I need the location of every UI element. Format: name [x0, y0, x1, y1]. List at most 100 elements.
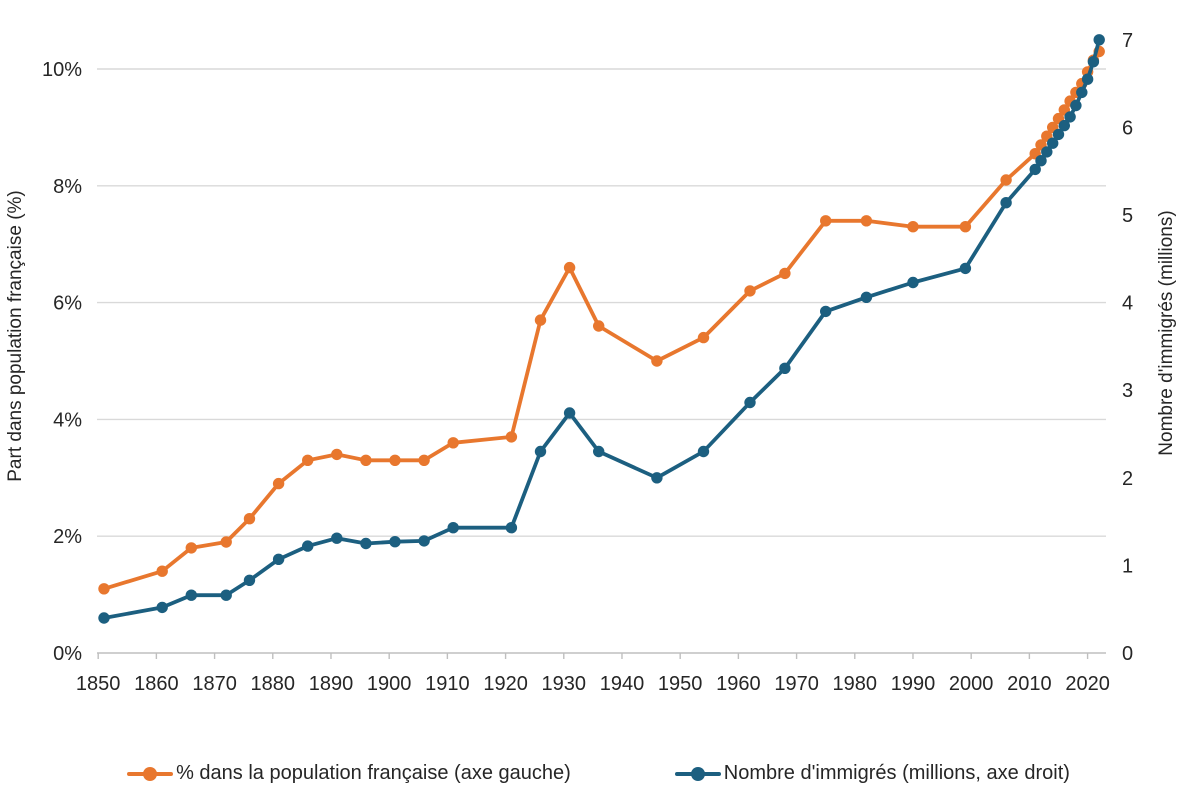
count-series-point: [220, 589, 232, 601]
x-axis-tick-label: 2000: [949, 673, 994, 695]
pct-series-point: [302, 454, 314, 466]
x-axis-tick-label: 2020: [1065, 673, 1110, 695]
pct-series-dot-icon: [143, 766, 158, 781]
count-series-point: [331, 532, 343, 544]
pct-series-point: [360, 454, 372, 466]
pct-series-point: [959, 221, 972, 233]
pct-series-point: [697, 331, 710, 344]
legend-item-pct-population: % dans la population française (axe gauc…: [127, 762, 571, 785]
count-series: [98, 34, 1105, 624]
x-axis-tick-label: 1980: [833, 673, 878, 695]
count-series-point: [1064, 111, 1076, 123]
right-axis-tick-label: 3: [1122, 380, 1133, 402]
count-series-line-marker-icon: [674, 766, 721, 781]
legend-label-nombre-immigres: Nombre d'immigrés (millions, axe droit): [723, 762, 1070, 784]
x-axis-tick-label: 1970: [774, 673, 819, 695]
x-axis-tick-label: 1960: [716, 673, 761, 695]
pct-series: [98, 45, 1105, 595]
count-series-point: [302, 540, 314, 552]
chart-legend: % dans la population française (axe gauc…: [0, 762, 1197, 785]
left-axis-title: Part dans population française (%): [5, 190, 26, 482]
x-axis-tick-label: 1930: [542, 673, 587, 695]
count-series-point: [534, 445, 547, 458]
count-series-point: [744, 396, 756, 409]
count-series-point: [779, 362, 791, 374]
pct-series-point: [418, 454, 430, 466]
x-axis-tick-label: 1890: [309, 673, 354, 695]
x-axis-tick-label: 1910: [425, 673, 470, 695]
pct-series-point: [907, 221, 919, 233]
count-series-point: [243, 574, 256, 586]
count-series-point: [98, 612, 110, 624]
pct-series-point: [505, 431, 518, 443]
left-axis-tick-label: 4%: [53, 409, 82, 431]
right-axis-tick-label: 7: [1122, 30, 1133, 52]
pct-series-point: [98, 583, 110, 595]
right-axis-tick-label: 6: [1122, 117, 1133, 139]
right-axis-title: Nombre d'immigrés (millions): [1156, 210, 1177, 455]
legend-item-nombre-immigres: Nombre d'immigrés (millions, axe droit): [674, 762, 1070, 785]
right-axis-tick-label: 0: [1122, 643, 1133, 665]
pct-series-point: [447, 437, 459, 449]
count-series-point: [418, 535, 430, 547]
pct-series-point: [389, 454, 401, 466]
pct-series-point: [534, 314, 547, 326]
x-axis-tick-label: 1860: [134, 673, 179, 695]
count-series-point: [1029, 163, 1041, 176]
pct-series-point: [820, 215, 832, 227]
pct-series-point: [651, 355, 663, 367]
count-series-point: [272, 553, 285, 565]
count-series-point: [447, 522, 459, 534]
count-series-dot-icon: [690, 766, 705, 781]
left-axis-tick-label: 2%: [53, 526, 82, 548]
x-axis: 1850 1860 1870 1880 1890 1900 1910 1920 1930 1940…: [76, 653, 1110, 695]
count-series-point: [360, 537, 372, 550]
right-axis-tick-label: 2: [1122, 468, 1133, 490]
count-series-point: [1041, 146, 1053, 158]
x-axis-tick-label: 2010: [1007, 673, 1052, 695]
right-axis: 0 1 2 3 4 5 6 7: [1122, 30, 1133, 665]
pct-series-point: [779, 267, 791, 280]
count-series-point: [1081, 73, 1094, 85]
x-axis-tick-label: 1880: [251, 673, 296, 695]
x-axis-tick-label: 1870: [192, 673, 237, 695]
count-series-point: [697, 445, 710, 458]
pct-series-point: [563, 261, 576, 274]
left-axis-tick-label: 10%: [42, 59, 82, 81]
right-axis-tick-label: 1: [1122, 555, 1133, 577]
count-series-point: [185, 589, 197, 601]
pct-series-line-marker-icon: [127, 766, 174, 781]
count-series-point: [1035, 155, 1047, 167]
count-series-point: [1000, 197, 1012, 209]
pct-series-point: [156, 565, 168, 577]
pct-series-point: [220, 536, 232, 548]
x-axis-tick-label: 1920: [483, 673, 528, 695]
x-axis-tick-label: 1990: [891, 673, 936, 695]
count-series-point: [907, 276, 919, 289]
left-axis-tick-label: 8%: [53, 176, 82, 198]
count-series-point: [1076, 86, 1088, 99]
gridlines: [97, 68, 1106, 654]
count-series-point: [1093, 34, 1105, 46]
pct-series-point: [272, 477, 285, 490]
count-series-point: [563, 407, 576, 419]
count-series-point: [820, 305, 832, 318]
count-series-point: [651, 472, 663, 484]
pct-series-point: [331, 448, 343, 461]
count-series-point: [959, 262, 972, 275]
pct-series-point: [593, 320, 605, 332]
legend-label-pct-population: % dans la population française (axe gauc…: [176, 762, 571, 784]
pct-series-point: [744, 285, 756, 297]
count-series-point: [1047, 137, 1059, 149]
count-series-point: [389, 536, 401, 548]
left-axis: 0% 2% 4% 6% 8% 10%: [42, 59, 82, 665]
count-series-point: [593, 445, 605, 458]
left-axis-tick-label: 6%: [53, 293, 82, 315]
x-axis-tick-label: 1900: [367, 673, 412, 695]
pct-series-point: [243, 513, 256, 525]
right-axis-tick-label: 4: [1122, 293, 1133, 315]
count-series-point: [1087, 56, 1100, 68]
left-axis-tick-label: 0%: [53, 643, 82, 665]
